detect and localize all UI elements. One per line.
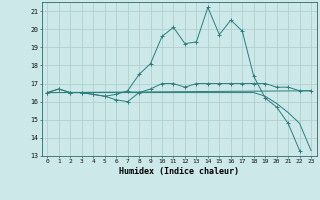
X-axis label: Humidex (Indice chaleur): Humidex (Indice chaleur): [119, 167, 239, 176]
